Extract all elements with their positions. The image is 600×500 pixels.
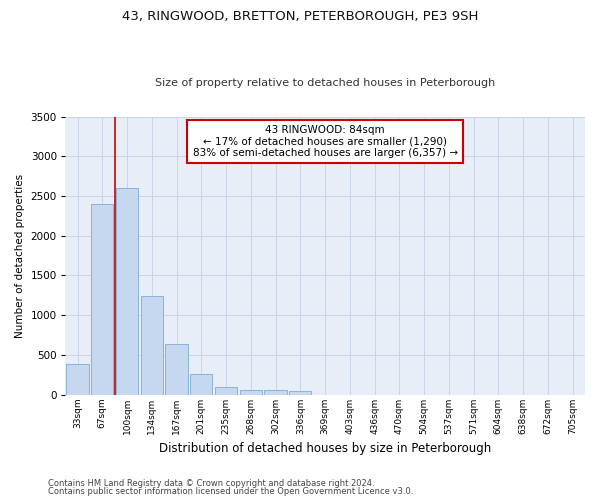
Bar xyxy=(289,392,311,394)
Text: Contains public sector information licensed under the Open Government Licence v3: Contains public sector information licen… xyxy=(48,487,413,496)
Y-axis label: Number of detached properties: Number of detached properties xyxy=(15,174,25,338)
Bar xyxy=(140,296,163,394)
Bar xyxy=(67,364,89,394)
Text: 43, RINGWOOD, BRETTON, PETERBOROUGH, PE3 9SH: 43, RINGWOOD, BRETTON, PETERBOROUGH, PE3… xyxy=(122,10,478,23)
Bar xyxy=(166,344,188,394)
Bar xyxy=(215,388,237,394)
X-axis label: Distribution of detached houses by size in Peterborough: Distribution of detached houses by size … xyxy=(159,442,491,455)
Bar xyxy=(239,390,262,394)
Text: 43 RINGWOOD: 84sqm
← 17% of detached houses are smaller (1,290)
83% of semi-deta: 43 RINGWOOD: 84sqm ← 17% of detached hou… xyxy=(193,125,458,158)
Bar xyxy=(116,188,138,394)
Bar xyxy=(190,374,212,394)
Title: Size of property relative to detached houses in Peterborough: Size of property relative to detached ho… xyxy=(155,78,495,88)
Bar xyxy=(91,204,113,394)
Bar xyxy=(265,390,287,394)
Text: Contains HM Land Registry data © Crown copyright and database right 2024.: Contains HM Land Registry data © Crown c… xyxy=(48,478,374,488)
